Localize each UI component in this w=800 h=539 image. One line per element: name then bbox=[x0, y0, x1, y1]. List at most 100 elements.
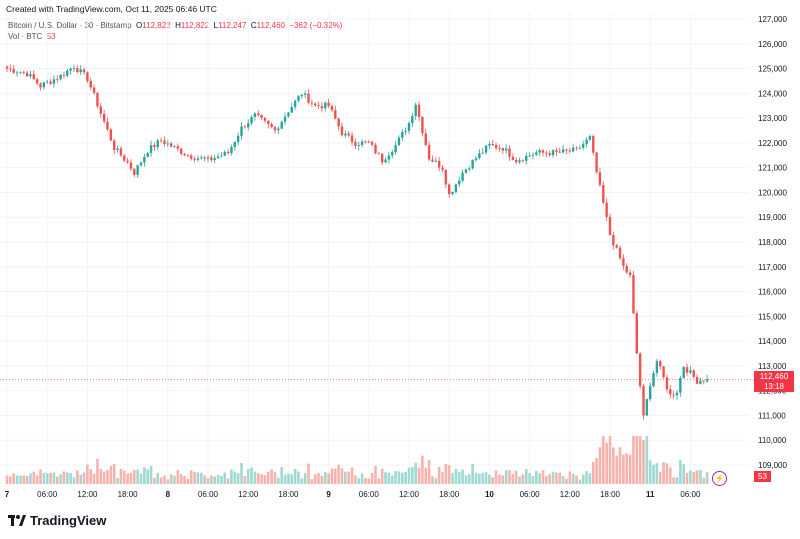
candle-body bbox=[632, 275, 635, 314]
volume-bar bbox=[635, 436, 639, 484]
volume-bar bbox=[397, 471, 401, 484]
candle-body bbox=[705, 379, 709, 382]
candle-body bbox=[357, 145, 360, 146]
volume-bar bbox=[250, 467, 253, 484]
time-tick-label: 06:00 bbox=[37, 490, 58, 499]
volume-tag: 53 bbox=[754, 471, 771, 482]
high-label: H bbox=[175, 21, 181, 30]
volume-bar bbox=[488, 474, 491, 484]
volume-bar bbox=[672, 477, 675, 484]
candle-body bbox=[330, 106, 334, 111]
candle-body bbox=[89, 80, 92, 88]
volume-bar bbox=[421, 455, 424, 484]
candle-body bbox=[454, 184, 458, 193]
candle-body bbox=[213, 158, 216, 161]
candle-body bbox=[12, 68, 15, 73]
volume-bar bbox=[478, 473, 481, 484]
candle-body bbox=[635, 313, 638, 354]
time-axis[interactable]: 7 06:00 12:00 18:00 8 06:00 12:00 18:00 9 06:00 12… bbox=[5, 490, 701, 499]
candle-body bbox=[133, 168, 136, 175]
candle-body bbox=[508, 148, 511, 157]
volume-bar bbox=[528, 472, 531, 484]
price-axis[interactable]: 127,000 126,000 125,000 124,000 123,000 122,0… bbox=[758, 15, 787, 470]
volume-bar bbox=[380, 468, 384, 484]
candle-body bbox=[347, 133, 350, 136]
volume-bar bbox=[55, 476, 59, 484]
volume-bar bbox=[19, 475, 22, 484]
candle-body bbox=[180, 148, 183, 154]
volume-bar bbox=[481, 472, 484, 484]
volume-bar bbox=[705, 472, 709, 484]
volume-bar bbox=[72, 477, 76, 484]
volume-bar bbox=[508, 470, 511, 484]
candle-body bbox=[283, 116, 287, 122]
volume-bar bbox=[230, 469, 233, 484]
volume-bar bbox=[277, 477, 280, 484]
candle-body bbox=[113, 140, 116, 150]
volume-bar bbox=[9, 476, 12, 484]
candle-body bbox=[625, 265, 628, 273]
time-tick-label: 06:00 bbox=[359, 490, 380, 499]
volume-bar bbox=[447, 464, 451, 484]
volume-bar bbox=[12, 473, 15, 484]
candle-body bbox=[494, 145, 498, 149]
lightning-icon[interactable]: ⚡ bbox=[712, 471, 727, 486]
candle-body bbox=[602, 184, 605, 203]
volume-bar bbox=[387, 472, 391, 484]
volume-bar bbox=[434, 478, 438, 484]
volume-bar bbox=[35, 475, 39, 484]
volume-bar bbox=[414, 462, 417, 484]
volume-bar bbox=[521, 474, 525, 484]
volume-bar bbox=[494, 470, 498, 484]
volume-bar bbox=[240, 463, 243, 484]
volume-bar bbox=[196, 472, 200, 484]
candle-body bbox=[334, 110, 337, 119]
open-value: 112,822 bbox=[142, 21, 171, 30]
candle-body bbox=[541, 150, 545, 153]
volume-bar bbox=[531, 475, 535, 484]
candle-body bbox=[518, 160, 521, 163]
candle-body bbox=[35, 79, 39, 84]
candle-body bbox=[451, 192, 454, 195]
volume-bar bbox=[233, 471, 237, 484]
candle-body bbox=[558, 151, 561, 153]
volume-bar bbox=[618, 447, 622, 484]
volume-bar bbox=[468, 474, 471, 484]
price-tick-label: 110,000 bbox=[758, 436, 787, 445]
candle-body bbox=[270, 123, 273, 128]
tradingview-mark-icon bbox=[8, 514, 26, 527]
volume-bar bbox=[568, 471, 572, 484]
volume-bar bbox=[317, 472, 320, 484]
candle-body bbox=[615, 245, 618, 248]
volume-bar bbox=[612, 447, 615, 484]
last-price-value: 112,460 bbox=[759, 372, 789, 381]
volume-bar bbox=[256, 473, 260, 484]
volume-bar bbox=[153, 477, 156, 484]
volume-bar bbox=[585, 471, 588, 484]
tradingview-logo[interactable]: TradingView bbox=[8, 513, 106, 528]
volume-bar bbox=[15, 475, 19, 484]
volume-bar bbox=[173, 475, 176, 484]
candle-body bbox=[9, 68, 12, 70]
candle-body bbox=[314, 103, 317, 106]
candle-body bbox=[126, 160, 129, 163]
candle-body bbox=[267, 120, 270, 124]
candle-body bbox=[548, 153, 551, 156]
candle-body bbox=[116, 148, 119, 150]
candle-body bbox=[123, 155, 126, 161]
candle-body bbox=[216, 156, 220, 159]
candle-body bbox=[431, 159, 434, 162]
volume-bar bbox=[337, 464, 340, 484]
volume-bar bbox=[541, 470, 545, 484]
candle-body bbox=[79, 69, 82, 73]
volume-bar bbox=[377, 478, 381, 484]
candle-body bbox=[42, 82, 46, 88]
time-tick-label: 11 bbox=[646, 490, 655, 499]
volume-bar bbox=[344, 471, 347, 484]
volume-bar bbox=[457, 472, 461, 484]
volume-bar bbox=[112, 464, 116, 484]
volume-bar bbox=[267, 471, 270, 484]
candle-body bbox=[488, 143, 491, 146]
volume-bar bbox=[390, 475, 394, 484]
